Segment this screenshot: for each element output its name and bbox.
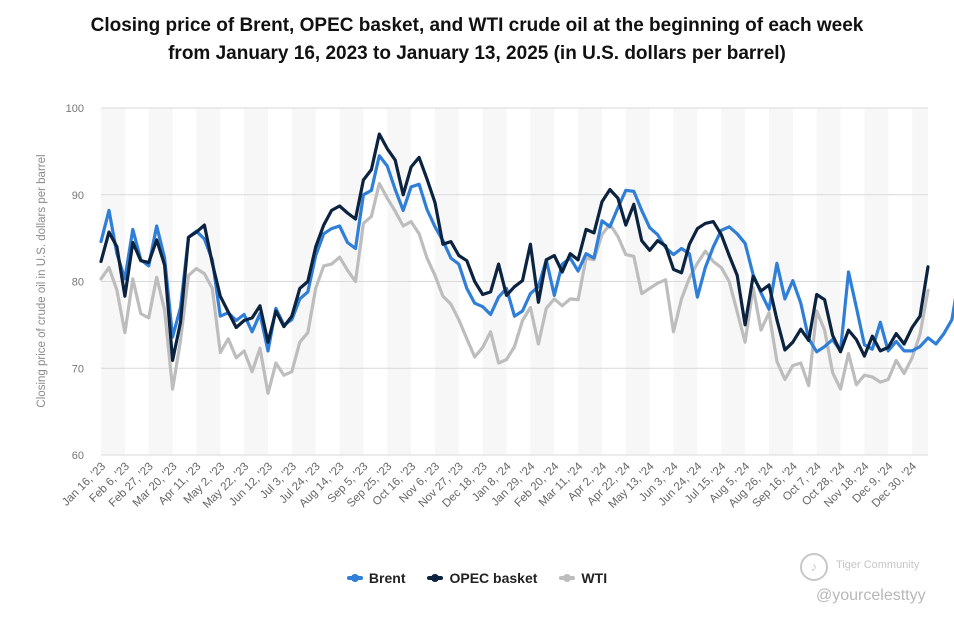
y-tick-label: 90 [72,190,84,202]
y-tick-label: 100 [66,103,84,115]
legend-label-opec-basket: OPEC basket [449,570,538,586]
watermark-brand: Tiger Community [836,559,920,571]
legend-label-wti: WTI [581,570,608,586]
series-line-opec-basket [99,132,930,362]
y-tick-label: 70 [72,363,84,375]
legend-label-brent: Brent [368,570,406,586]
watermark-handle: @yourcelesttyy [816,587,926,604]
tiger-logo-icon: ♪ [800,553,828,581]
legend-item-opec-basket[interactable]: OPEC basket [427,570,537,586]
y-tick-label: 80 [72,277,84,289]
chart-legend: Brent OPEC basket WTI [0,570,954,586]
series-line-wti [99,181,930,395]
legend-item-brent[interactable]: Brent [346,570,406,586]
chart-title-line-1: Closing price of Brent, OPEC basket, and… [90,15,864,36]
legend-swatch-wti [559,574,576,582]
series-line-brent [99,154,954,354]
chart-title: Closing price of Brent, OPEC basket, and… [0,12,954,68]
chart-title-line-2: from January 16, 2023 to January 13, 202… [168,43,786,64]
watermark: ♪ Tiger Community @yourcelesttyy [796,549,946,611]
legend-swatch-opec-basket [427,574,444,582]
legend-item-wti[interactable]: WTI [559,570,607,586]
y-tick-label: 60 [72,450,84,462]
legend-swatch-brent [346,574,363,582]
